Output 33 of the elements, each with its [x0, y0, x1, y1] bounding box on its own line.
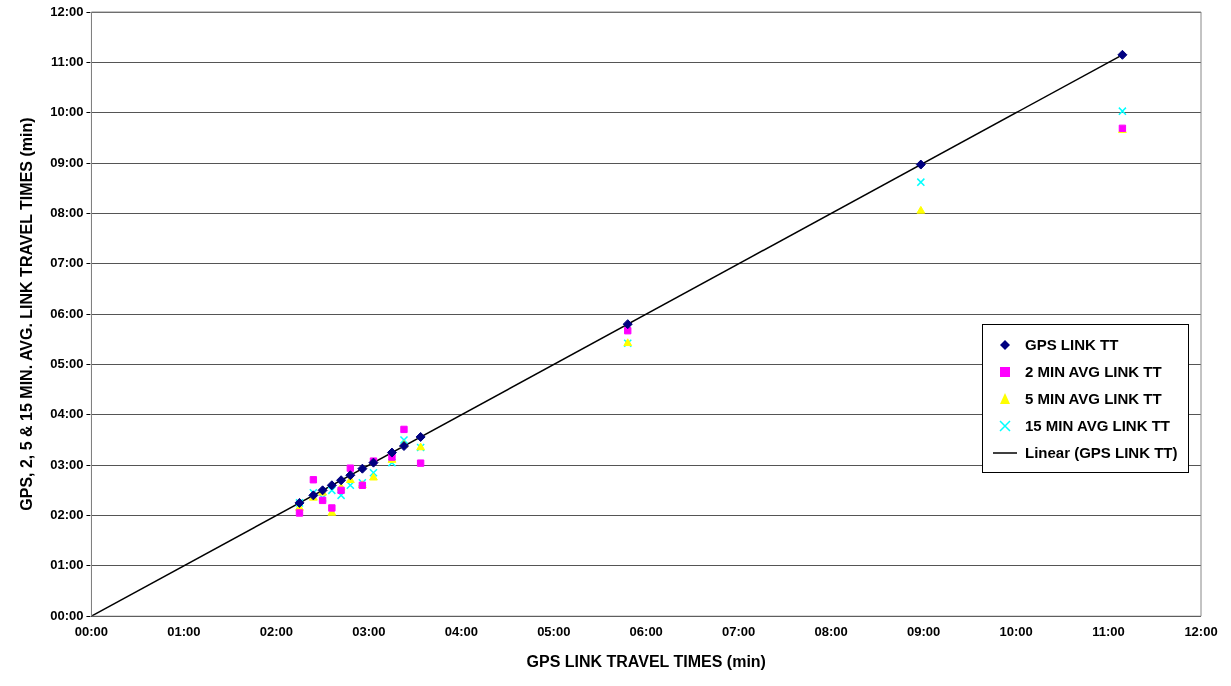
y-tick-label: 08:00 [50, 204, 84, 220]
x-tick-label: 04:00 [444, 623, 478, 639]
y-tick-label: 02:00 [50, 507, 84, 523]
y-tick-label: 09:00 [50, 154, 84, 170]
y-axis-title: GPS, 2, 5 & 15 MIN. AVG. LINK TRAVEL TIMES (min) [18, 117, 36, 511]
x-tick-label: 11:00 [1092, 623, 1125, 639]
x-tick-label: 07:00 [722, 623, 756, 639]
y-tick-label: 12:00 [50, 3, 84, 19]
x-tick-label: 10:00 [999, 623, 1033, 639]
legend-label: 2 MIN AVG LINK TT [1025, 363, 1162, 381]
x-tick-label: 02:00 [259, 623, 293, 639]
legend-label: 15 MIN AVG LINK TT [1025, 417, 1171, 435]
y-tick-label: 04:00 [50, 406, 84, 422]
y-tick-label: 01:00 [50, 557, 84, 573]
x-tick-label: 06:00 [629, 623, 663, 639]
legend-label: Linear (GPS LINK TT) [1025, 444, 1178, 462]
legend-label: 5 MIN AVG LINK TT [1025, 390, 1162, 408]
x-tick-label: 00:00 [74, 623, 109, 639]
legend-label: GPS LINK TT [1025, 336, 1119, 354]
x-tick-label: 03:00 [352, 623, 386, 639]
x-axis-title: GPS LINK TRAVEL TIMES (min) [526, 652, 766, 670]
y-tick-label: 05:00 [50, 356, 84, 372]
x-tick-label: 08:00 [814, 623, 848, 639]
y-tick-label: 00:00 [50, 607, 84, 623]
y-tick-label: 10:00 [50, 104, 84, 120]
x-tick-label: 05:00 [537, 623, 571, 639]
y-tick-label: 07:00 [50, 255, 84, 271]
y-tick-label: 11:00 [50, 53, 84, 69]
y-tick-label: 03:00 [50, 456, 84, 472]
x-tick-label: 12:00 [1184, 623, 1218, 639]
y-tick-label: 06:00 [50, 305, 84, 321]
x-tick-label: 09:00 [906, 623, 941, 639]
x-tick-label: 01:00 [167, 623, 201, 639]
